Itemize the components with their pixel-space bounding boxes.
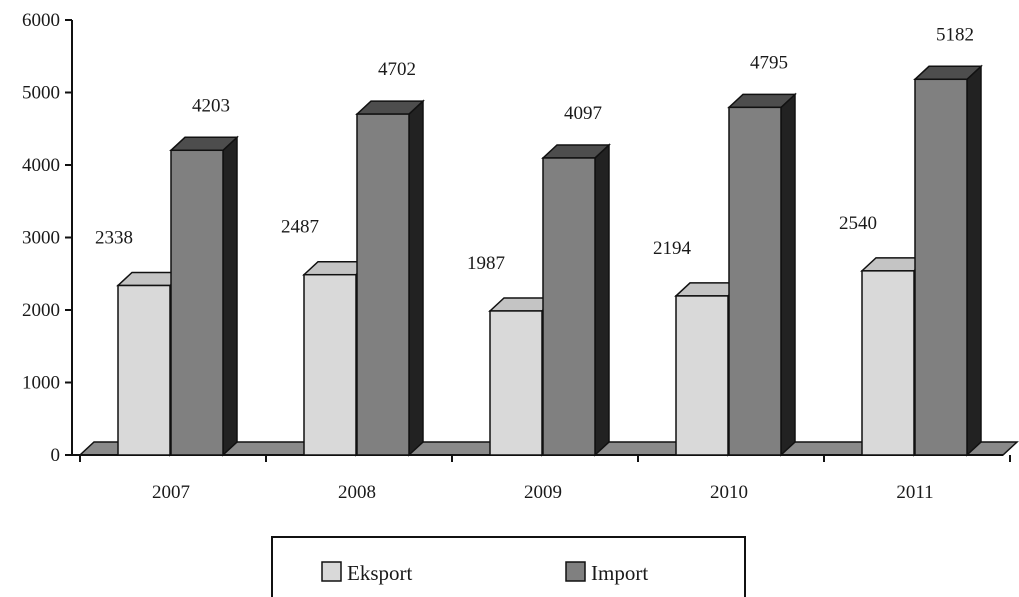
bar-front-face bbox=[542, 157, 596, 456]
data-label-eksport: 2487 bbox=[281, 217, 319, 238]
x-tick-label: 2010 bbox=[710, 482, 748, 503]
y-tick-label: 0 bbox=[51, 445, 61, 466]
x-tick-label: 2011 bbox=[896, 482, 933, 503]
bar-import-2011 bbox=[913, 64, 983, 457]
data-label-import: 5182 bbox=[936, 24, 974, 45]
legend-label-import: Import bbox=[591, 561, 648, 585]
data-label-import: 4702 bbox=[378, 59, 416, 80]
bar-side-face bbox=[966, 64, 982, 457]
data-labels: 2338 2487 1987 2194 2540 4203 4702 4097 4795 5182 bbox=[95, 24, 974, 274]
bar-eksport-2011 bbox=[860, 256, 930, 457]
data-label-import: 4097 bbox=[564, 103, 602, 124]
legend: Eksport Import bbox=[271, 536, 746, 597]
data-label-eksport: 2338 bbox=[95, 227, 133, 248]
data-label-eksport: 2194 bbox=[653, 238, 692, 259]
y-tick-label: 1000 bbox=[22, 373, 60, 394]
legend-box bbox=[271, 536, 746, 597]
data-label-import: 4795 bbox=[750, 52, 788, 73]
legend-label-eksport: Eksport bbox=[347, 561, 412, 585]
bars bbox=[116, 64, 983, 457]
bar-side-face bbox=[780, 92, 796, 457]
bar-front-face bbox=[170, 149, 224, 456]
bar-eksport-2010 bbox=[674, 281, 744, 457]
x-tick-label: 2007 bbox=[152, 482, 190, 503]
bar-import-2007 bbox=[169, 135, 239, 457]
bar-side-face bbox=[222, 135, 238, 457]
y-tick-label: 4000 bbox=[22, 155, 60, 176]
bar-side-face bbox=[408, 99, 424, 457]
bar-front-face bbox=[356, 113, 410, 456]
x-tick-label: 2008 bbox=[338, 482, 376, 503]
bar-front-face bbox=[489, 310, 543, 456]
y-tick-label: 5000 bbox=[22, 83, 60, 104]
legend-swatch-eksport bbox=[321, 561, 342, 582]
bar-import-2008 bbox=[355, 99, 425, 457]
legend-swatch-import bbox=[565, 561, 586, 582]
y-tick-label: 3000 bbox=[22, 228, 60, 249]
bar-front-face bbox=[914, 78, 968, 456]
bar-import-2009 bbox=[541, 143, 611, 457]
x-tick-label: 2009 bbox=[524, 482, 562, 503]
bar-front-face bbox=[728, 106, 782, 456]
bar-front-face bbox=[861, 270, 915, 456]
y-tick-label: 6000 bbox=[22, 10, 60, 31]
data-label-import: 4203 bbox=[192, 95, 230, 116]
bar-front-face bbox=[303, 273, 357, 456]
bar-front-face bbox=[675, 295, 729, 456]
y-tick-label: 2000 bbox=[22, 300, 60, 321]
data-label-eksport: 2540 bbox=[839, 213, 877, 234]
bar-front-face bbox=[117, 284, 171, 456]
data-label-eksport: 1987 bbox=[467, 253, 505, 274]
bar-side-face bbox=[594, 143, 610, 457]
bar-import-2010 bbox=[727, 92, 797, 457]
